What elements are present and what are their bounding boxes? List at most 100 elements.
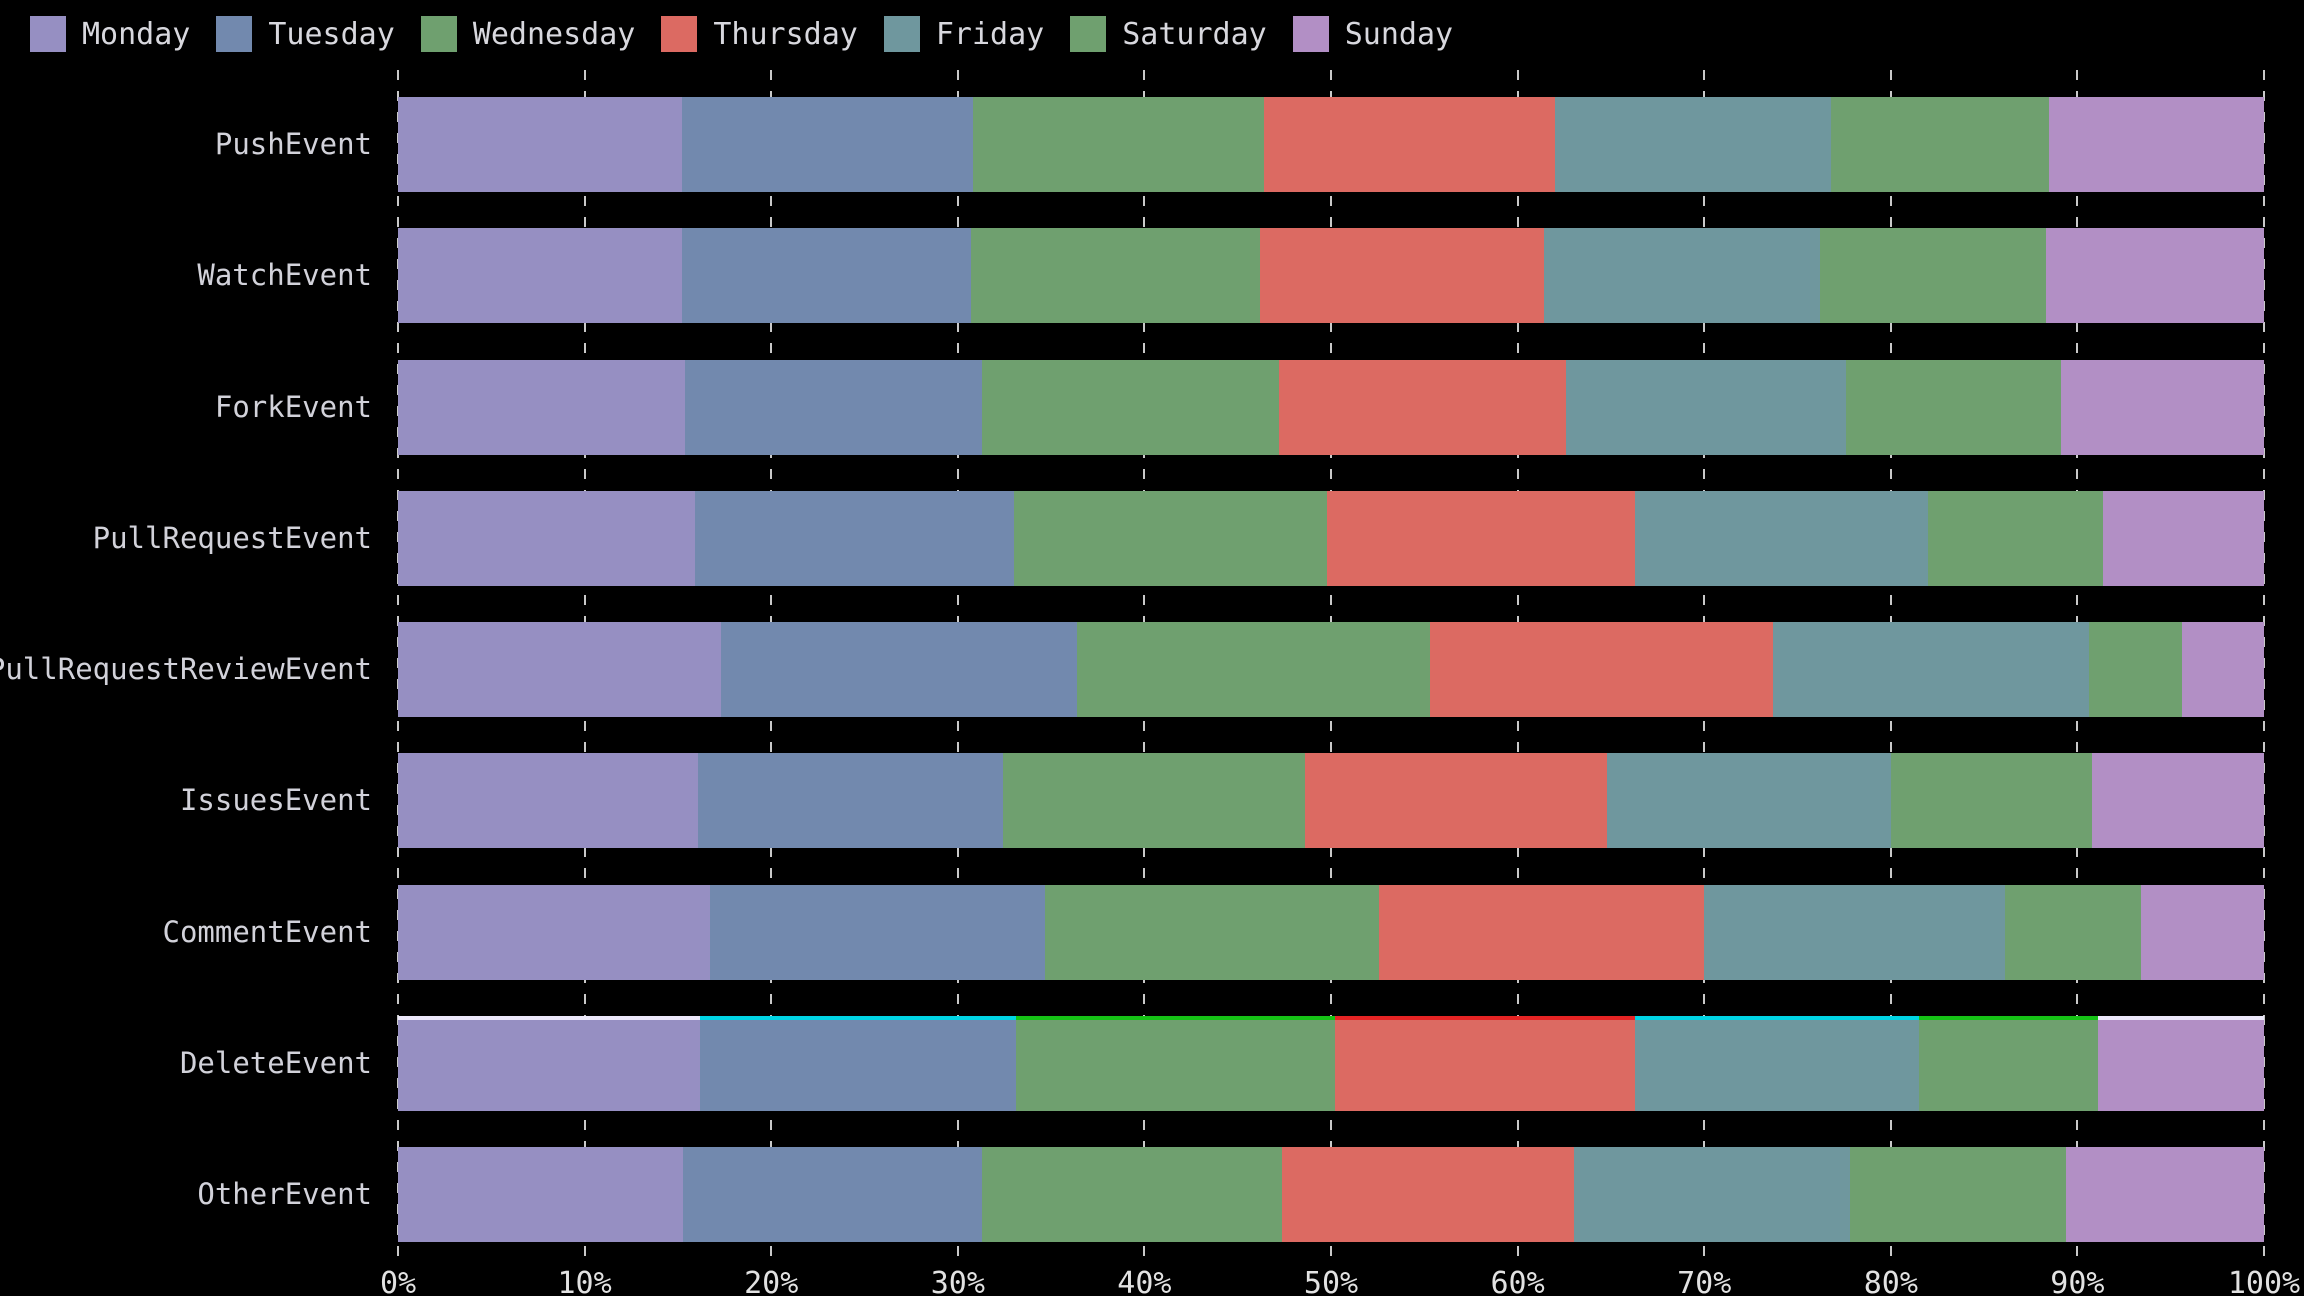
segment-ForkEvent-saturday (1845, 359, 2061, 455)
segment-WatchEvent-thursday (1260, 228, 1544, 324)
segment-WatchEvent-monday (398, 228, 682, 324)
legend-label: Wednesday (472, 16, 636, 52)
x-tick-label-40%: 40% (1117, 1266, 1172, 1296)
segment-IssuesEvent-thursday (1304, 753, 1608, 849)
segment-PushEvent-sunday (2049, 97, 2264, 192)
x-tick-label-50%: 50% (1303, 1266, 1359, 1296)
segment-CommentEvent-saturday (2004, 884, 2141, 980)
legend-item-friday: Friday (883, 16, 1045, 52)
legend-label: Tuesday (268, 16, 395, 52)
segment-IssuesEvent-sunday (2092, 753, 2264, 849)
segment-DeleteEvent-saturday (1918, 1015, 2098, 1111)
segment-CommentEvent-sunday (2140, 884, 2264, 980)
segment-ForkEvent-friday (1566, 359, 1846, 455)
segment-OtherEvent-tuesday (683, 1147, 983, 1242)
highlight-edge-segment-sunday (2097, 1015, 2264, 1020)
row-label-PushEvent: PushEvent (214, 127, 372, 161)
row-label-PullRequestReviewEvent: PullRequestReviewEvent (0, 652, 372, 686)
legend-item-monday: Monday (30, 16, 190, 52)
segment-PullRequestEvent-sunday (2103, 490, 2264, 586)
segment-WatchEvent-sunday (2045, 228, 2264, 324)
highlight-edge-segment-saturday (1918, 1015, 2098, 1020)
segment-IssuesEvent-monday (398, 753, 699, 849)
segment-OtherEvent-wednesday (982, 1147, 1283, 1242)
bar-CommentEvent (398, 884, 2264, 980)
segment-DeleteEvent-monday (398, 1015, 701, 1111)
segment-ForkEvent-wednesday (982, 359, 1279, 455)
bar-WatchEvent (398, 228, 2264, 324)
x-tick-label-0%: 0% (379, 1266, 417, 1296)
segment-OtherEvent-friday (1573, 1147, 1850, 1242)
x-tick-label-80%: 80% (1863, 1266, 1918, 1296)
segment-ForkEvent-sunday (2060, 359, 2264, 455)
bar-IssuesEvent (398, 753, 2264, 849)
legend-swatch-icon (420, 16, 457, 52)
legend-label: Saturday (1122, 16, 1267, 52)
segment-PullRequestReviewEvent-friday (1773, 622, 2089, 717)
bar-ForkEvent (398, 359, 2264, 455)
highlight-edge (398, 1015, 2264, 1020)
segment-IssuesEvent-friday (1607, 753, 1891, 849)
segment-OtherEvent-sunday (2066, 1147, 2264, 1242)
segment-DeleteEvent-friday (1635, 1015, 1919, 1111)
gridline-100% (2263, 70, 2265, 1262)
segment-WatchEvent-wednesday (970, 228, 1261, 324)
bar-PushEvent (398, 97, 2264, 192)
legend-swatch-icon (661, 16, 698, 52)
bar-PullRequestReviewEvent (398, 622, 2264, 717)
row-label-CommentEvent: CommentEvent (162, 914, 372, 949)
highlight-edge-segment-tuesday (700, 1015, 1016, 1020)
legend-label: Monday (82, 16, 191, 52)
segment-PullRequestReviewEvent-saturday (2088, 622, 2182, 717)
x-axis: 0% 10% 20% 30% 40% 50% 60% 70% 80% 90% 100% (380, 1266, 2300, 1296)
highlight-edge-segment-thursday (1334, 1015, 1636, 1020)
x-tick-label-30%: 30% (930, 1266, 985, 1296)
segment-PullRequestEvent-friday (1635, 490, 1929, 586)
plot-area: 0% 10% 20% 30% 40% 50% 60% 70% 80% 90% 100% (380, 0, 2300, 1296)
bar-DeleteEvent (398, 1015, 2264, 1111)
legend-item-saturday: Saturday (1070, 16, 1267, 52)
segment-PullRequestEvent-wednesday (1013, 490, 1328, 586)
legend-swatch-icon (883, 16, 920, 52)
x-tick-label-60%: 60% (1490, 1266, 1545, 1296)
segment-PushEvent-saturday (1831, 97, 2050, 192)
segment-ForkEvent-monday (398, 359, 686, 455)
segment-IssuesEvent-wednesday (1002, 753, 1305, 849)
segment-PullRequestReviewEvent-monday (398, 622, 721, 717)
legend-label: Friday (935, 16, 1045, 52)
y-axis-labels: PushEvent WatchEvent ForkEvent PullRequestE… (0, 0, 386, 1296)
segment-PullRequestReviewEvent-thursday (1429, 622, 1774, 717)
segment-DeleteEvent-thursday (1334, 1015, 1636, 1111)
segment-PullRequestReviewEvent-wednesday (1077, 622, 1430, 717)
highlight-edge-segment-monday (398, 1015, 701, 1020)
segment-PullRequestEvent-monday (398, 490, 695, 586)
segment-ForkEvent-tuesday (685, 359, 983, 455)
bar-PullRequestEvent (398, 490, 2264, 586)
legend-swatch-icon (30, 16, 66, 52)
segment-PushEvent-monday (398, 97, 682, 192)
row-label-WatchEvent: WatchEvent (197, 258, 372, 293)
legend-item-tuesday: Tuesday (216, 16, 395, 52)
segment-CommentEvent-monday (398, 884, 710, 980)
segment-OtherEvent-thursday (1282, 1147, 1574, 1242)
segment-CommentEvent-tuesday (709, 884, 1046, 980)
segment-PushEvent-thursday (1263, 97, 1555, 192)
row-label-PullRequestEvent: PullRequestEvent (92, 520, 372, 555)
row-label-IssuesEvent: IssuesEvent (179, 783, 372, 818)
segment-PullRequestEvent-thursday (1327, 490, 1636, 586)
legend-label: Sunday (1344, 16, 1454, 52)
legend-swatch-icon (1070, 16, 1107, 52)
row-label-ForkEvent: ForkEvent (214, 389, 372, 424)
x-tick-label-100%: 100% (2227, 1266, 2301, 1296)
x-tick-label-20%: 20% (744, 1266, 799, 1296)
legend-swatch-icon (216, 16, 253, 52)
x-tick-label-90%: 90% (2050, 1266, 2105, 1296)
segment-WatchEvent-friday (1543, 228, 1820, 324)
legend-item-sunday: Sunday (1292, 16, 1454, 52)
segment-WatchEvent-saturday (1819, 228, 2046, 324)
segment-PullRequestReviewEvent-tuesday (720, 622, 1078, 717)
row-label-DeleteEvent: DeleteEvent (179, 1045, 372, 1080)
segment-IssuesEvent-saturday (1890, 753, 2093, 849)
segment-ForkEvent-thursday (1278, 359, 1567, 455)
